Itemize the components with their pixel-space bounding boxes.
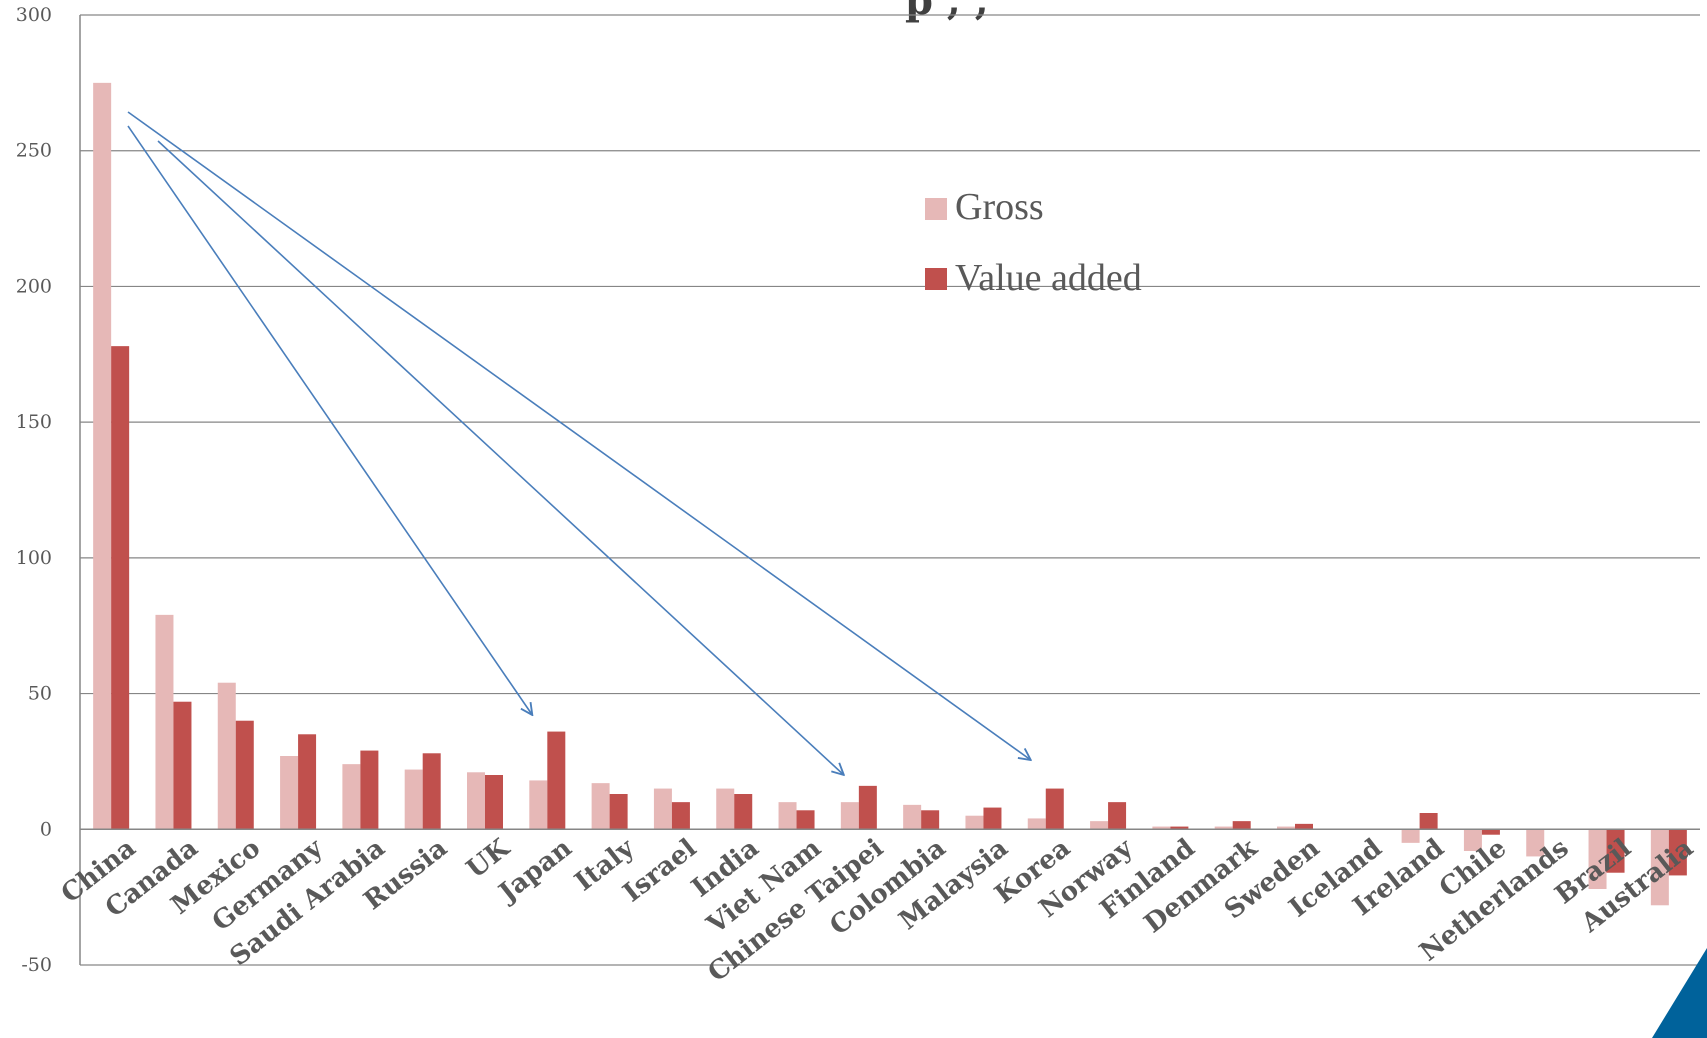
bar-gross [155,614,174,830]
bar-value-added [485,775,503,830]
bar-value-added [422,753,441,830]
bar-gross [1401,829,1420,843]
bar-value-added [1108,802,1127,830]
bar-value-added [1045,788,1064,830]
legend-swatch-value-added [925,268,947,290]
bar-gross [93,82,112,830]
chart-legend: Gross Value added [925,186,1142,299]
bar-gross [1277,826,1295,830]
bar-value-added [1170,826,1189,830]
bar-value-added [111,346,130,830]
y-tick-label: 250 [16,140,52,162]
bar-gross [716,788,735,830]
bar-gross [840,802,859,830]
legend-label-value-added: Value added [955,257,1142,299]
bar-value-added [858,785,877,830]
bar-gross [467,772,485,830]
bar-value-added [1295,823,1313,830]
bar-gross [529,780,548,830]
bar-value-added [734,794,753,830]
bar-gross [1152,826,1171,830]
bar-value-added [235,720,254,830]
bar-value-added [1419,813,1438,830]
y-tick-label: 150 [16,411,52,433]
chart-title-fragment: p , , [905,0,989,24]
bar-gross [653,788,672,830]
corner-accent-shape [1652,948,1707,1038]
bar-value-added [1668,829,1687,876]
bar-gross [404,769,423,830]
bar-value-added [1606,829,1625,873]
bar-gross [342,764,361,830]
bar-gross [1526,829,1545,857]
legend-label-gross: Gross [955,186,1044,228]
bar-value-added [360,750,379,830]
bar-gross [1027,818,1046,830]
x-tick-label: Israel [618,833,703,908]
bar-value-added [1232,821,1251,830]
legend-swatch-gross [925,198,947,220]
annotation-arrow [127,125,532,715]
bar-value-added [609,794,628,830]
bar-gross [903,804,922,830]
bar-gross [1463,829,1482,851]
y-tick-label: -50 [21,954,52,976]
bar-value-added [298,734,317,830]
bar-value-added [547,731,566,830]
annotation-arrow [157,140,844,775]
bar-value-added [921,810,940,830]
bar-value-added [173,701,192,830]
bar-gross [965,815,984,830]
y-tick-label: 0 [40,818,52,840]
y-tick-label: 50 [28,683,52,705]
bar-value-added [796,810,815,830]
y-tick-label: 100 [16,547,52,569]
annotation-arrow [127,111,1031,760]
bar-gross [778,802,797,830]
y-tick-label: 300 [16,4,52,26]
bar-gross [1650,829,1669,906]
bar-gross [1090,821,1109,830]
bar-gross [217,682,236,830]
bar-value-added [983,807,1002,830]
bar-value-added [1481,829,1500,835]
y-tick-label: 200 [16,275,52,297]
bar-value-added [671,802,690,830]
bar-gross [1588,829,1607,889]
bar-gross [280,756,299,830]
bar-gross [1214,826,1233,830]
bar-gross [591,783,610,830]
